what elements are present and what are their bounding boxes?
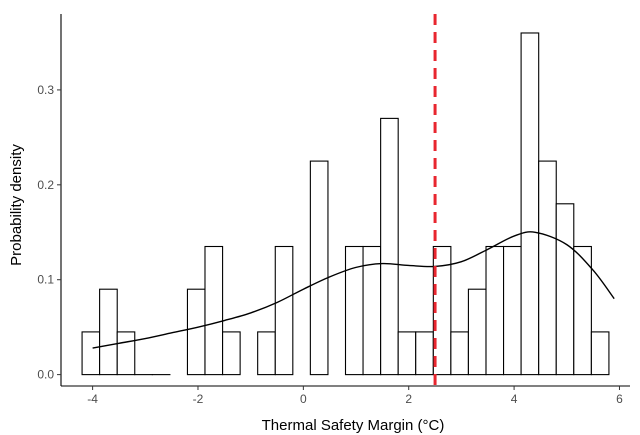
x-tick-label: -4 [87, 392, 98, 406]
histogram-bar-16 [432, 245, 452, 376]
histogram-bar-20 [503, 245, 522, 376]
histogram-bar-13 [380, 117, 399, 376]
histogram-bar-22 [538, 160, 557, 376]
histogram-bar-14 [397, 331, 417, 376]
axes [60, 14, 630, 387]
histogram-bar-23 [555, 203, 575, 376]
axis-ticks: -4 -2 0 2 4 6 0.0 0.1 0.2 0.3 [37, 83, 623, 406]
histogram-bar-9 [274, 245, 294, 376]
density-curve [92, 231, 615, 349]
histogram-bar-1 [99, 288, 118, 376]
histogram-bar-18 [467, 288, 487, 376]
histogram-bar-2 [116, 331, 136, 376]
histogram-bar-10 [309, 160, 329, 376]
histogram-bar-24 [573, 245, 592, 376]
y-tick-label: 0.3 [37, 83, 54, 97]
histogram-bar-5 [186, 288, 206, 376]
y-axis-title: Probability density [8, 144, 25, 266]
histogram-bar-19 [485, 245, 505, 376]
density-curve-layer [92, 231, 615, 349]
y-tick-label: 0.0 [37, 368, 54, 382]
histogram-bars [81, 32, 610, 376]
histogram-bar-17 [450, 331, 469, 376]
x-tick-label: -2 [193, 392, 204, 406]
x-tick-label: 6 [616, 392, 623, 406]
histogram-bar-25 [590, 331, 610, 376]
x-tick-label: 2 [405, 392, 412, 406]
x-tick-label: 0 [300, 392, 307, 406]
histogram-bar-21 [520, 32, 540, 376]
x-axis-title: Thermal Safety Margin (°C) [262, 417, 445, 434]
histogram-bar-7 [222, 331, 241, 376]
histogram-bar-8 [257, 331, 276, 376]
histogram-bar-6 [204, 245, 224, 376]
x-tick-label: 4 [511, 392, 518, 406]
histogram-bar-15 [415, 331, 434, 376]
y-tick-label: 0.2 [37, 178, 54, 192]
y-tick-label: 0.1 [37, 273, 54, 287]
histogram-bar-0 [81, 331, 101, 376]
